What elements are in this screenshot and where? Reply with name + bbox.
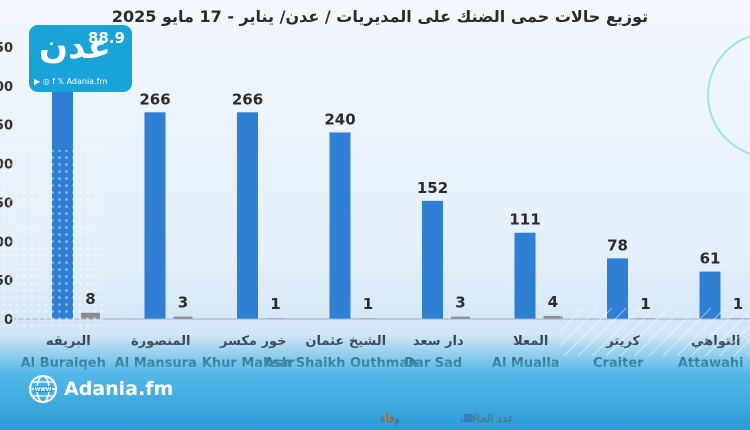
data-label-deaths: 3 (455, 294, 465, 312)
data-label-cases: 111 (509, 211, 540, 229)
social-icons: ▶ ◎ f 𝕏 (34, 77, 67, 86)
bar-deaths (451, 316, 470, 319)
bar-cases (422, 200, 443, 319)
bar-cases (329, 132, 351, 319)
dot-pattern-decoration (0, 150, 105, 330)
data-label-deaths: 1 (270, 295, 280, 313)
chart-title: توزيع حالات حمى الضنك على المديريات / عد… (112, 7, 648, 26)
station-logo: عدن 88.9 ▶ ◎ f 𝕏 Adania.fm (29, 25, 132, 92)
data-label-cases: 61 (700, 250, 721, 268)
logo-social-text: Adania.fm (66, 77, 108, 86)
bar-deaths (173, 316, 193, 319)
data-label-cases: 266 (232, 90, 263, 108)
data-label-cases: 152 (417, 179, 448, 197)
legend-label: وفاة (380, 412, 400, 425)
legend-swatch (384, 414, 392, 422)
data-label-deaths: 1 (733, 295, 743, 313)
bar-deaths (543, 315, 563, 319)
data-label-deaths: 4 (548, 293, 558, 311)
brand-text: Adania.fm (64, 378, 174, 400)
bar-cases (144, 112, 166, 319)
data-label-deaths: 1 (363, 295, 373, 313)
data-label-cases: 78 (607, 236, 628, 254)
brand-watermark: WWW Adania.fm (28, 373, 173, 405)
stripe-decoration (560, 308, 750, 356)
svg-text:WWW: WWW (35, 387, 52, 393)
data-label-deaths: 3 (178, 294, 188, 312)
data-label-cases: 266 (139, 90, 170, 108)
logo-wordmark: عدن (39, 27, 111, 67)
bar-cases (699, 271, 721, 319)
bar-cases (237, 112, 258, 319)
y-tick-label: 300 (0, 80, 13, 95)
data-label-deaths: 1 (640, 295, 650, 313)
circle-decoration (707, 35, 750, 155)
globe-icon: WWW (29, 375, 57, 403)
y-tick-label: 250 (0, 119, 13, 134)
data-label-cases: 240 (324, 110, 355, 128)
bar-cases (607, 258, 628, 319)
y-tick-label: 350 (0, 41, 13, 56)
legend-swatch (464, 414, 472, 422)
logo-social-handles: ▶ ◎ f 𝕏 Adania.fm (34, 77, 107, 86)
bar-cases (514, 232, 536, 319)
logo-frequency: 88.9 (87, 29, 125, 47)
legend-label: عدد الحالات (460, 412, 514, 425)
